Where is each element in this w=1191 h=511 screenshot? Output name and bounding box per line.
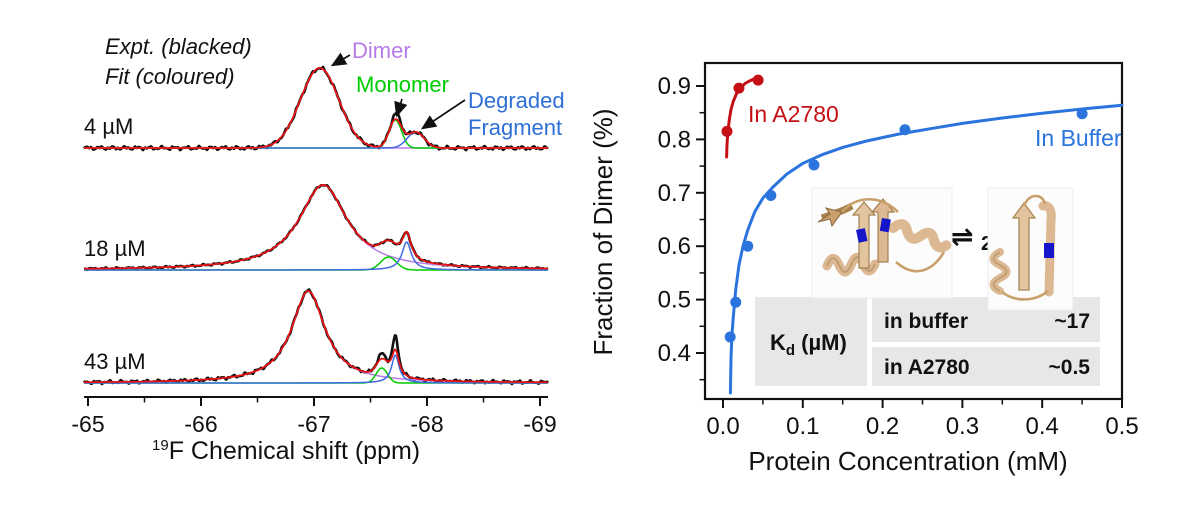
loop	[1001, 289, 1049, 301]
monomer-arrow	[394, 98, 408, 118]
protein-monomer-cartoon	[987, 187, 1074, 311]
dimer-component-trace	[83, 184, 549, 270]
legend-note-expt: Expt. (blacked)	[105, 34, 252, 59]
equilibrium-arrow: ⇌	[950, 220, 973, 253]
x-axis-title: Protein Concentration (mM)	[748, 446, 1067, 476]
kd-table-row-value: ~0.5	[1049, 356, 1091, 379]
data-point-in-a2780	[752, 74, 764, 86]
x-tick-label: 0.4	[1026, 413, 1059, 440]
beta-arrow	[1011, 201, 1037, 291]
degraded-fragment-component-trace	[84, 354, 548, 384]
fluorine-site-marker	[856, 228, 868, 243]
y-axis-title: Fraction of Dimer (%)	[588, 108, 618, 355]
data-point-in-buffer	[765, 189, 777, 201]
fluorine-site-marker	[879, 217, 891, 233]
data-point-in-buffer	[1076, 108, 1088, 120]
x-axis-title: 19F Chemical shift (ppm)	[152, 437, 420, 465]
fluorine-site-marker	[1044, 243, 1054, 258]
data-point-in-buffer	[742, 240, 754, 252]
loop	[841, 198, 899, 213]
kd-table: Kd (µM) in buffer ~17 in A2780 ~0.5	[755, 297, 1100, 386]
peak-label-degraded: Degraded	[468, 88, 565, 113]
data-point-in-a2780	[733, 82, 745, 94]
fit-trace	[84, 67, 548, 149]
data-point-in-buffer	[724, 331, 736, 343]
y-tick-label: 0.5	[658, 287, 691, 314]
spectrum-43µM: 43 µM	[82, 288, 550, 386]
fit-trace	[83, 184, 549, 270]
data-point-in-buffer	[730, 296, 742, 308]
x-tick-label: 0.3	[946, 413, 979, 440]
kd-table-row-label: in A2780	[884, 356, 970, 379]
x-tick-label: -66	[184, 411, 217, 437]
y-tick-label: 0.8	[658, 126, 691, 153]
plot-frame	[703, 61, 1124, 401]
x-tick-label: 0.2	[866, 413, 899, 440]
binding-plot-group: 0.0 0.1 0.2 0.3 0.4 0.5 0.4 0.5 0.6 0.7 0.8 0.9 Prot…	[588, 61, 1139, 476]
kd-table-row-cell	[872, 347, 1100, 386]
series-label-buffer: In Buffer	[1035, 125, 1122, 151]
spectrum-4µM: 4 µM	[82, 65, 549, 152]
peak-label-monomer: Monomer	[356, 72, 449, 97]
x-tick-label: 0.5	[1105, 413, 1138, 440]
legend-note-fit: Fit (coloured)	[105, 64, 235, 89]
loop	[895, 251, 946, 273]
x-tick-label: -68	[410, 411, 443, 437]
nmr-x-axis: -65 -66 -67 -68 -69 19F Chemical shift (ppm)	[71, 396, 557, 465]
x-tick-label: 0.0	[706, 413, 739, 440]
data-point-in-buffer	[808, 159, 820, 171]
expt-trace	[83, 183, 549, 272]
concentration-label: 4 µM	[84, 114, 133, 139]
concentration-label: 18 µM	[84, 236, 146, 261]
series-label-a2780: In A2780	[748, 101, 839, 127]
nmr-panel: 4 µM 18 µM 43 µM -65 -66 -67 -68 -69 19F Chemica…	[71, 34, 564, 465]
kd-table-header-cell	[755, 297, 867, 386]
nmr-spectra-group: 4 µM 18 µM 43 µM -65 -66 -67 -68 -69 19F Chemica…	[71, 65, 557, 465]
kd-table-row-label: in buffer	[884, 310, 968, 333]
x-tick-label: -65	[71, 411, 104, 437]
protein-dimer-cartoon	[811, 187, 953, 299]
x-tick-label: -67	[297, 411, 330, 437]
fit-curve-in-buffer	[728, 103, 1124, 395]
y-tick-label: 0.7	[658, 180, 691, 207]
helix-shading	[992, 251, 1008, 292]
peak-label-dimer: Dimer	[352, 38, 411, 63]
concentration-label: 43 µM	[84, 349, 146, 374]
y-tick-label: 0.9	[658, 73, 691, 100]
binding-panel: 0.0 0.1 0.2 0.3 0.4 0.5 0.4 0.5 0.6 0.7 0.8 0.9 Prot…	[588, 61, 1139, 476]
kd-table-row-value: ~17	[1054, 310, 1090, 333]
spectrum-18µM: 18 µM	[83, 183, 549, 272]
y-tick-label: 0.4	[658, 340, 691, 367]
dimer-arrow	[330, 52, 351, 67]
alpha-helix	[888, 219, 952, 253]
fit-trace	[84, 290, 549, 384]
x-tick-label: 0.1	[786, 413, 819, 440]
degraded-fragment-component-trace	[84, 241, 549, 271]
equilibrium-coefficient: 2	[981, 233, 992, 255]
beta-strand	[1038, 201, 1056, 297]
y-tick-label: 0.6	[658, 233, 691, 260]
peak-label-fragment: Fragment	[468, 115, 562, 140]
loop	[1022, 194, 1047, 207]
helix-shading	[826, 256, 876, 273]
kd-table-header-label: Kd (µM)	[770, 330, 847, 359]
degraded-fragment-arrow	[420, 99, 466, 130]
data-point-in-a2780	[721, 125, 733, 137]
x-tick-label: -69	[523, 411, 556, 437]
data-point-in-buffer	[899, 124, 911, 136]
